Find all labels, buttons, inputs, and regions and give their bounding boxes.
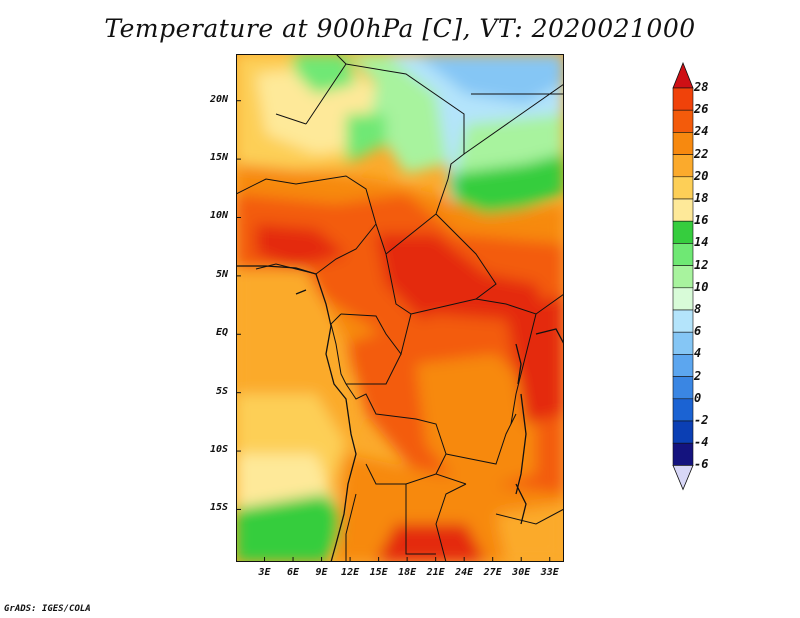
country-borders (236, 54, 564, 562)
lon-tick-label: 6E (287, 567, 300, 578)
colorbar-swatch (672, 154, 694, 178)
colorbar-swatch (672, 87, 694, 111)
temperature-field (236, 54, 564, 562)
lat-tick-label: 15S (209, 502, 228, 514)
lat-tick-label: 5N (215, 268, 228, 280)
lon-tick-label: 18E (398, 567, 417, 578)
grads-credit: GrADS: IGES/COLA (4, 604, 91, 614)
colorbar-swatch (672, 376, 694, 400)
lat-tick-label: 5S (215, 385, 228, 397)
lat-tick-label: 10S (209, 444, 228, 456)
colorbar-swatch (672, 331, 694, 355)
colorbar-level-label: 24 (694, 124, 709, 139)
lat-tick-label: 20N (209, 93, 228, 105)
colorbar-swatch (672, 442, 694, 466)
map-frame (236, 54, 564, 562)
colorbar-level-label: 22 (694, 146, 709, 161)
lon-tick-label: 12E (341, 567, 360, 578)
colorbar-swatch (672, 220, 694, 244)
lon-tick-label: 30E (512, 567, 531, 578)
lat-tick-label: 10N (209, 210, 228, 222)
colorbar-level-label: 28 (694, 80, 709, 94)
colorbar-level-label: 0 (694, 390, 702, 405)
colorbar-swatch (672, 420, 694, 444)
colorbar-swatch (672, 309, 694, 333)
colorbar-level-label: 10 (694, 279, 709, 294)
colorbar-swatch (672, 198, 694, 222)
colorbar (672, 62, 694, 491)
colorbar-level-label: 4 (694, 346, 702, 361)
colorbar-level-label: 16 (694, 213, 709, 228)
colorbar-swatch (672, 109, 694, 133)
lon-tick-label: 9E (315, 567, 328, 578)
lon-tick-label: 24E (455, 567, 474, 578)
colorbar-level-label: 2 (694, 368, 702, 383)
colorbar-level-label: -4 (694, 435, 709, 450)
colorbar-level-label: 26 (694, 102, 709, 117)
map-title: Temperature at 900hPa [C], VT: 202002100… (104, 14, 696, 43)
coastlines (236, 265, 564, 562)
colorbar-swatch (672, 287, 694, 311)
colorbar-swatch (672, 243, 694, 266)
colorbar-level-label: 12 (694, 257, 709, 272)
lon-tick-label: 3E (258, 567, 271, 578)
colorbar-swatch (672, 265, 694, 289)
colorbar-level-label: 14 (694, 235, 709, 250)
lon-tick-label: 27E (483, 567, 502, 578)
map-canvas (236, 54, 564, 562)
colorbar-over-triangle (672, 62, 694, 89)
colorbar-swatch (672, 354, 694, 377)
lat-tick-label: 15N (209, 152, 228, 164)
lat-tick-label: EQ (215, 327, 228, 339)
lon-tick-label: 21E (426, 567, 445, 578)
colorbar-level-label: 6 (694, 324, 702, 339)
colorbar-swatch (672, 176, 694, 200)
colorbar-level-label: 18 (694, 191, 709, 205)
temperature-map (236, 54, 564, 562)
colorbar-level-label: 8 (694, 302, 702, 316)
lon-tick-label: 33E (540, 567, 559, 578)
colorbar-swatch (672, 398, 694, 422)
lon-tick-label: 15E (369, 567, 388, 578)
colorbar-level-label: 20 (694, 168, 709, 183)
colorbar-level-label: -2 (694, 413, 709, 427)
colorbar-swatch (672, 132, 694, 155)
colorbar-under-triangle (672, 464, 694, 491)
colorbar-level-label: -6 (694, 457, 709, 472)
